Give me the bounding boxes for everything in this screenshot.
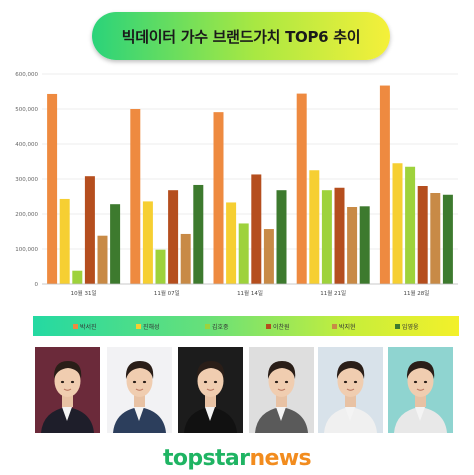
bar-5-5 <box>430 193 441 284</box>
bar-6-1 <box>110 204 121 284</box>
bar-4-3 <box>251 174 262 284</box>
legend-label: 김호중 <box>212 323 229 331</box>
x-tick-label: 11월 28일 <box>403 289 429 297</box>
bar-2-3 <box>226 202 237 284</box>
y-tick-label: 0 <box>35 282 39 288</box>
bar-6-3 <box>276 190 287 284</box>
y-tick-label: 300,000 <box>15 177 38 183</box>
legend-item-5: 박지현 <box>332 320 356 332</box>
legend-item-1: 박서진 <box>73 320 97 332</box>
legend-swatch <box>73 323 78 329</box>
bar-5-2 <box>180 233 191 284</box>
legend-swatch <box>395 323 400 329</box>
bar-1-2 <box>130 109 141 284</box>
x-tick-label: 11월 14일 <box>237 289 263 297</box>
legend-label: 이찬원 <box>273 323 290 331</box>
bar-3-5 <box>405 166 416 284</box>
legend-item-4: 이찬원 <box>266 320 290 332</box>
legend-label: 임영웅 <box>402 323 419 331</box>
bar-2-2 <box>142 201 153 284</box>
bar-6-5 <box>442 194 453 284</box>
legend-label: 진해성 <box>143 323 160 331</box>
title-banner: 빅데이터 가수 브랜드가치 TOP6 추이 <box>92 12 390 60</box>
bar-5-3 <box>263 229 274 284</box>
bar-4-4 <box>334 187 345 284</box>
bar-2-4 <box>309 170 320 284</box>
bar-4-1 <box>84 176 95 284</box>
bar-2-5 <box>392 163 403 284</box>
chart-title: 빅데이터 가수 브랜드가치 TOP6 추이 <box>121 27 361 46</box>
bar-4-5 <box>417 186 428 284</box>
legend-item-2: 진해성 <box>136 320 160 332</box>
logo-part-2: news <box>249 445 312 471</box>
bar-chart: 0 100,000 200,000 300,000 400,000 500,000 600,… <box>15 72 458 297</box>
bar-3-3 <box>238 223 249 284</box>
bar-3-1 <box>72 270 83 284</box>
bar-6-2 <box>193 184 204 284</box>
y-tick-label: 100,000 <box>15 247 38 253</box>
portrait-2 <box>107 347 172 433</box>
x-tick-label: 10월 31일 <box>71 289 97 297</box>
y-tick-label: 400,000 <box>15 142 38 148</box>
bar-1-4 <box>296 93 307 284</box>
topstarnews-logo: topstarnews <box>0 441 474 475</box>
legend-swatch <box>205 323 210 329</box>
x-tick-label: 11월 07일 <box>154 289 180 297</box>
legend-swatch <box>136 323 141 329</box>
bar-5-4 <box>347 207 358 284</box>
bar-2-1 <box>59 198 70 284</box>
bar-1-1 <box>47 93 58 284</box>
bar-4-2 <box>168 190 179 284</box>
logo-part-1: topstar <box>162 445 250 471</box>
legend-swatch <box>266 323 271 329</box>
y-tick-label: 500,000 <box>15 107 38 113</box>
legend-item-3: 김호중 <box>205 320 229 332</box>
bar-3-2 <box>155 249 166 284</box>
x-tick-label: 11월 21일 <box>320 289 346 297</box>
legend-label: 박지현 <box>339 323 356 331</box>
portrait-1 <box>35 347 100 433</box>
y-tick-label: 600,000 <box>15 72 38 78</box>
legend: 박서진 진해성 김호중 이찬원 박지현 임영웅 <box>33 316 459 336</box>
bar-1-3 <box>213 112 224 285</box>
portrait-3 <box>178 347 243 433</box>
portrait-6 <box>388 347 453 433</box>
singer-photos <box>35 347 459 433</box>
bar-5-1 <box>97 235 108 284</box>
y-tick-label: 200,000 <box>15 212 38 218</box>
portrait-5 <box>318 347 383 433</box>
bar-6-4 <box>359 206 370 284</box>
legend-item-6: 임영웅 <box>395 320 419 332</box>
bar-1-5 <box>379 85 390 284</box>
legend-label: 박서진 <box>80 323 97 331</box>
legend-swatch <box>332 323 337 329</box>
portrait-4 <box>249 347 314 433</box>
bar-3-4 <box>321 190 332 284</box>
